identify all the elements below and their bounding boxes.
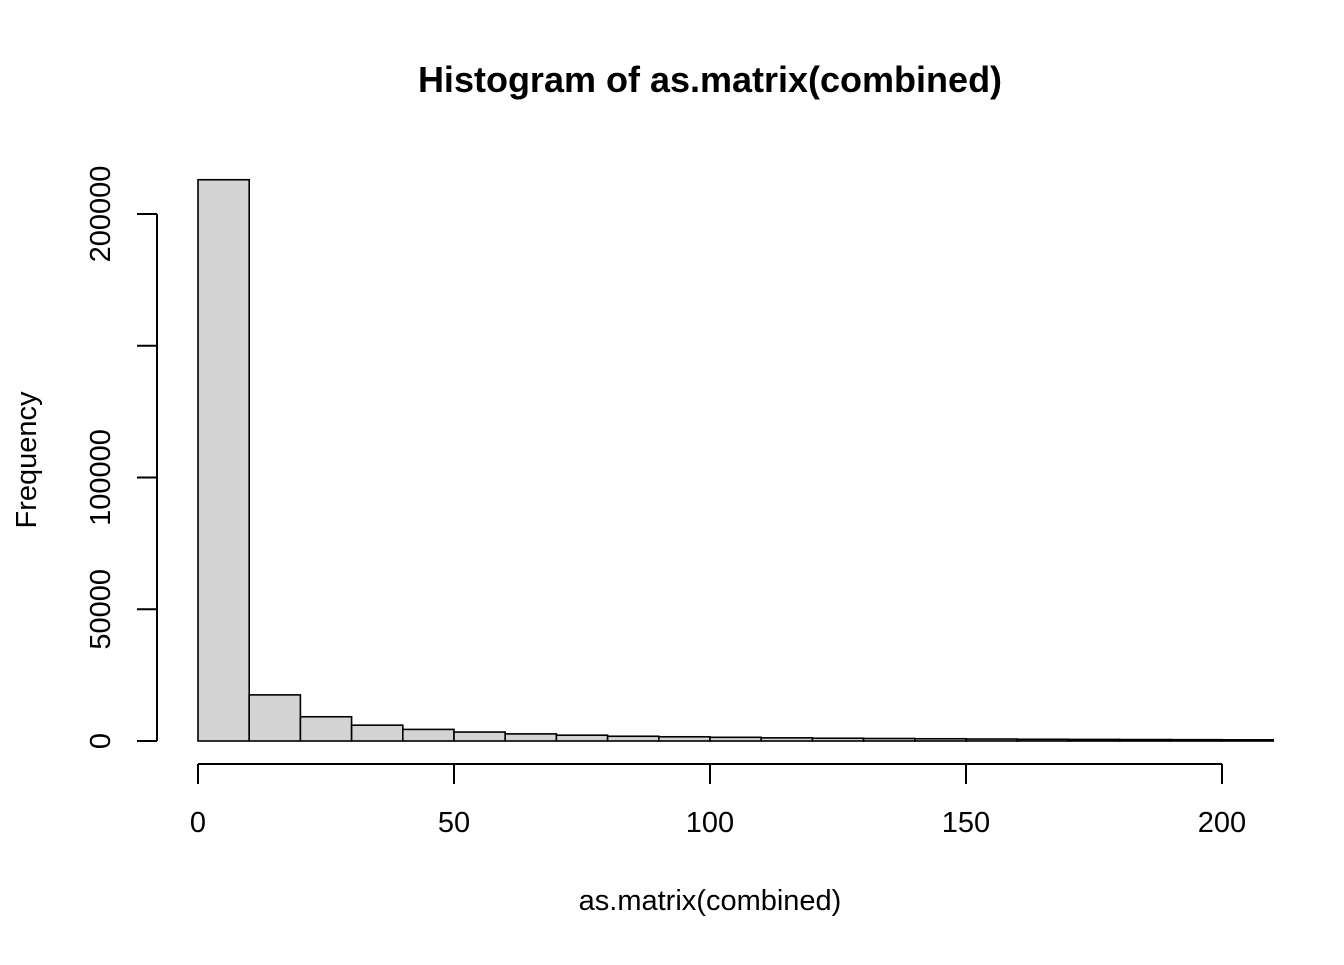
y-axis: 0 50000 100000 200000 bbox=[85, 166, 158, 749]
x-tick-label: 100 bbox=[686, 807, 734, 839]
y-tick-label: 100000 bbox=[85, 429, 117, 526]
histogram-bar bbox=[350, 724, 404, 742]
histogram-bar bbox=[965, 738, 1019, 742]
histogram-bar bbox=[555, 734, 609, 742]
histogram-bar bbox=[1016, 738, 1070, 742]
histogram-bar bbox=[709, 736, 763, 742]
x-tick-label: 50 bbox=[438, 807, 470, 839]
y-tick-label: 0 bbox=[85, 733, 117, 749]
histogram-bar bbox=[197, 178, 251, 742]
histogram-bar bbox=[657, 735, 711, 742]
histogram-bar bbox=[1170, 738, 1223, 742]
y-tick-label: 200000 bbox=[85, 166, 117, 263]
histogram-bar bbox=[1118, 738, 1172, 742]
histogram-bar bbox=[299, 715, 353, 742]
histogram-bar bbox=[811, 737, 865, 742]
histogram-bar bbox=[1221, 739, 1275, 742]
histogram-bar bbox=[1067, 738, 1121, 742]
histogram-bar bbox=[913, 737, 967, 742]
x-tick-label: 0 bbox=[190, 807, 206, 839]
y-axis-label: Frequency bbox=[11, 391, 43, 529]
histogram-bar bbox=[760, 737, 814, 742]
x-tick-label: 150 bbox=[942, 807, 990, 839]
histogram-bar bbox=[862, 737, 916, 742]
bars-group bbox=[197, 178, 1275, 742]
histogram-bar bbox=[504, 733, 558, 742]
histogram-bar bbox=[453, 731, 507, 742]
x-axis: 0 50 100 150 200 bbox=[190, 763, 1246, 839]
y-tick-label: 50000 bbox=[85, 569, 117, 650]
x-tick-label: 200 bbox=[1198, 807, 1246, 839]
histogram-bar bbox=[401, 728, 455, 742]
histogram-bar bbox=[248, 694, 302, 742]
chart-title: Histogram of as.matrix(combined) bbox=[418, 59, 1002, 100]
x-axis-label: as.matrix(combined) bbox=[579, 885, 842, 917]
histogram-bar bbox=[606, 735, 660, 742]
